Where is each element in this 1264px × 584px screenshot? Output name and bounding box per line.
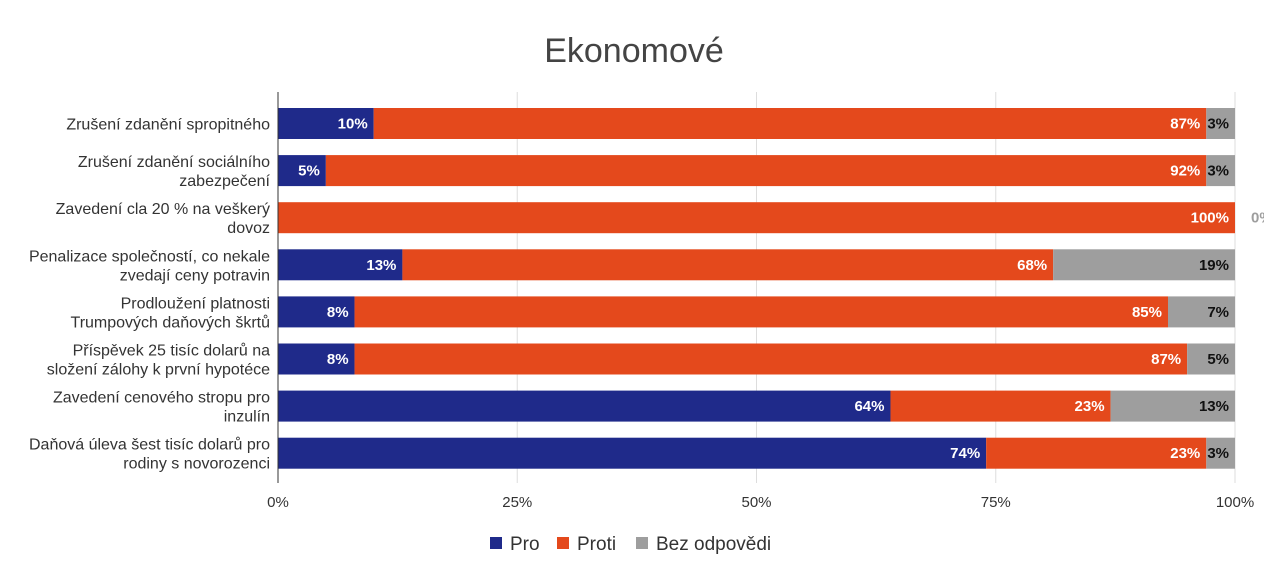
bar-segment-pro [278, 437, 987, 469]
bar-segment-bez-odpovědi [1110, 390, 1235, 422]
data-label: 74% [950, 445, 980, 462]
legend-swatch [636, 537, 648, 549]
x-tick-label: 50% [741, 494, 771, 511]
category-label: složení zálohy k první hypotéce [47, 362, 270, 379]
bar-segment-proti [278, 202, 1235, 234]
bar-segment-pro [278, 390, 891, 422]
legend-label: Bez odpovědi [656, 534, 771, 555]
category-label: dovoz [227, 220, 270, 237]
data-label: 23% [1075, 398, 1105, 415]
bar-segment-bez-odpovědi [1206, 108, 1235, 139]
data-label: 87% [1170, 116, 1200, 133]
x-tick-label: 25% [502, 494, 532, 511]
data-label: 8% [327, 351, 349, 368]
data-label: 3% [1207, 163, 1229, 180]
x-tick-label: 0% [267, 494, 289, 511]
bar-segment-proti [890, 390, 1111, 422]
category-label: Zrušení zdanění spropitného [66, 117, 270, 134]
category-label: zvedají ceny potravin [120, 267, 270, 284]
bar-segment-bez-odpovědi [1206, 437, 1235, 469]
data-label: 68% [1017, 257, 1047, 274]
data-label: 23% [1170, 445, 1200, 462]
legend-label: Pro [510, 534, 540, 555]
category-label: Zavedení cenového stropu pro [53, 390, 270, 407]
data-label: 92% [1170, 163, 1200, 180]
bar-segment-proti [402, 249, 1054, 281]
category-label: Prodloužení platnosti [121, 295, 270, 312]
bar-segment-proti [325, 155, 1207, 187]
chart-title: Ekonomové [544, 32, 724, 70]
bar-segment-proti [354, 343, 1188, 375]
legend-swatch [490, 537, 502, 549]
data-label: 13% [366, 257, 396, 274]
data-label: 100% [1191, 210, 1229, 227]
data-label: 7% [1207, 304, 1229, 321]
data-label: 5% [298, 163, 320, 180]
data-label: 64% [854, 398, 884, 415]
bar-segment-pro [278, 296, 355, 328]
legend-label: Proti [577, 534, 616, 555]
bar-segment-bez-odpovědi [1053, 249, 1235, 281]
data-label: 10% [338, 116, 368, 133]
x-tick-label: 100% [1216, 494, 1254, 511]
category-label: Zrušení zdanění sociálního [78, 154, 270, 171]
category-label: Penalizace společností, co nekale [29, 248, 270, 265]
bar-segment-pro [278, 155, 326, 187]
bar-segment-proti [354, 296, 1169, 328]
category-label: Zavedení cla 20 % na veškerý [56, 201, 270, 218]
bar-segment-bez-odpovědi [1168, 296, 1235, 328]
bar-segment-bez-odpovědi [1187, 343, 1235, 375]
data-label: 3% [1207, 116, 1229, 133]
category-label: Trumpových daňových škrtů [71, 313, 270, 331]
bar-segment-pro [278, 343, 355, 375]
category-label: rodiny s novorozenci [123, 456, 270, 473]
data-label: 85% [1132, 304, 1162, 321]
category-label: Daňová úleva šest tisíc dolarů pro [29, 436, 270, 454]
bar-segment-pro [278, 108, 374, 139]
bar-segment-pro [278, 249, 403, 281]
data-label: 8% [327, 304, 349, 321]
bar-segment-bez-odpovědi [1206, 155, 1235, 187]
data-label: 13% [1199, 398, 1229, 415]
category-label: zabezpečení [179, 173, 270, 190]
data-label: 3% [1207, 445, 1229, 462]
category-label: Příspěvek 25 tisíc dolarů na [73, 342, 271, 360]
data-label: 87% [1151, 351, 1181, 368]
bar-segment-proti [986, 437, 1207, 469]
legend-swatch [557, 537, 569, 549]
data-label: 19% [1199, 257, 1229, 274]
data-label: 5% [1207, 351, 1229, 368]
x-tick-label: 75% [981, 494, 1011, 511]
category-label: inzulín [224, 409, 270, 426]
bar-segment-proti [373, 108, 1207, 139]
data-label: 0% [1251, 210, 1264, 227]
